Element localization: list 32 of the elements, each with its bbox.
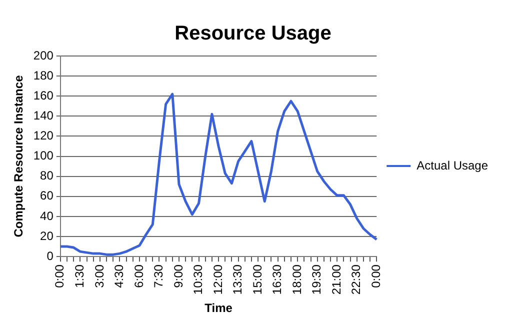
x-tick-label: 12:00 bbox=[210, 264, 225, 295]
legend-label: Actual Usage bbox=[416, 158, 488, 172]
x-tick-label: 0:00 bbox=[368, 264, 383, 288]
y-axis-title: Compute Resource Instance bbox=[12, 74, 26, 238]
y-tick-label: 80 bbox=[40, 168, 54, 183]
y-tick-label: 120 bbox=[33, 128, 54, 143]
x-axis-title: Time bbox=[204, 301, 233, 316]
y-tick-label: 0 bbox=[46, 248, 54, 263]
x-tick-label: 13:30 bbox=[230, 264, 245, 295]
y-tick-label: 140 bbox=[33, 108, 54, 122]
y-tick-label: 180 bbox=[33, 68, 54, 82]
x-tick-label: 22:30 bbox=[349, 264, 364, 295]
x-tick-label: 4:30 bbox=[112, 264, 126, 288]
y-tick-label: 40 bbox=[40, 208, 54, 223]
y-tick-label: 200 bbox=[33, 48, 54, 62]
chart-title: Resource Usage bbox=[174, 22, 332, 45]
x-tick-label: 15:00 bbox=[250, 264, 264, 295]
x-tick-label: 6:00 bbox=[132, 264, 146, 288]
y-tick-label: 20 bbox=[40, 228, 54, 243]
y-tick-label: 60 bbox=[40, 188, 54, 203]
x-tick-label: 3:00 bbox=[92, 264, 106, 288]
x-tick-label: 7:30 bbox=[152, 264, 166, 288]
x-tick-label: 21:00 bbox=[329, 264, 344, 295]
x-tick-label: 19:30 bbox=[310, 264, 324, 295]
x-tick-label: 10:30 bbox=[191, 264, 206, 295]
y-tick-label: 100 bbox=[33, 148, 54, 163]
x-tick-label: 9:00 bbox=[171, 264, 186, 288]
y-tick-label: 160 bbox=[33, 88, 54, 102]
x-tick-label: 18:00 bbox=[290, 264, 304, 295]
x-tick-label: 1:30 bbox=[72, 264, 86, 288]
x-tick-label: 16:30 bbox=[270, 264, 284, 295]
x-tick-label: 0:00 bbox=[52, 264, 67, 288]
